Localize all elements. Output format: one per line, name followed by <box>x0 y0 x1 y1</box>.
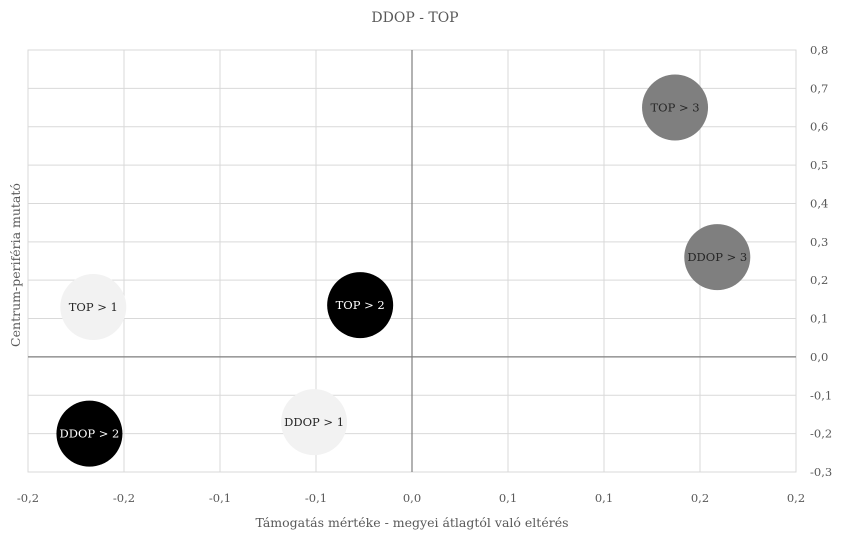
bubble-label: DDOP > 3 <box>687 250 747 264</box>
y-tick-label: 0,5 <box>810 158 828 172</box>
bubble-label: DDOP > 1 <box>284 415 344 429</box>
bubble-label: TOP > 2 <box>336 298 385 312</box>
y-tick-label: 0,8 <box>810 43 828 57</box>
y-tick-label: -0,3 <box>810 465 832 479</box>
bubble <box>60 274 127 341</box>
x-tick-label: -0,2 <box>113 491 135 505</box>
y-axis-label: Centrum-periféria mutató <box>8 183 23 347</box>
bubble <box>327 272 394 339</box>
x-tick-label: 0,0 <box>403 491 421 505</box>
chart-title: DDOP - TOP <box>371 10 458 26</box>
x-tick-label: -0,1 <box>305 491 327 505</box>
y-tick-label: 0,2 <box>810 273 828 287</box>
x-axis-label: Támogatás mértéke - megyei átlagtól való… <box>255 515 568 530</box>
bubble-label: TOP > 3 <box>650 101 699 115</box>
bubble <box>684 224 751 291</box>
x-tick-label: 0,2 <box>691 491 709 505</box>
x-tick-label: -0,2 <box>17 491 39 505</box>
bubble-label: DDOP > 2 <box>60 427 120 441</box>
y-tick-label: 0,1 <box>810 312 828 326</box>
x-tick-labels: -0,2 -0,2 -0,1 -0,1 0,0 0,1 0,1 0,2 0,2 <box>17 491 805 505</box>
y-tick-label: -0,1 <box>810 388 832 402</box>
bubble <box>56 400 123 467</box>
zero-axes <box>28 50 796 472</box>
x-tick-label: 0,1 <box>499 491 517 505</box>
y-tick-label: 0,4 <box>810 196 828 210</box>
y-tick-label: 0,0 <box>810 350 828 364</box>
bubble <box>281 389 348 456</box>
y-tick-label: 0,6 <box>810 120 828 134</box>
y-tick-label: 0,7 <box>810 81 828 95</box>
bubbles: TOP > 3 DDOP > 3 TOP > 2 TOP > 1 DDOP > 2 DDO… <box>56 74 751 467</box>
bubble <box>642 74 709 141</box>
x-tick-label: 0,2 <box>787 491 805 505</box>
y-tick-label: 0,3 <box>810 235 828 249</box>
bubble-label: TOP > 1 <box>69 300 118 314</box>
x-tick-label: -0,1 <box>209 491 231 505</box>
y-tick-labels: -0,3 -0,2 -0,1 0,0 0,1 0,2 0,3 0,4 0,5 0,6 0,7 0,8 <box>810 43 832 479</box>
y-tick-label: -0,2 <box>810 427 832 441</box>
x-tick-label: 0,1 <box>595 491 613 505</box>
